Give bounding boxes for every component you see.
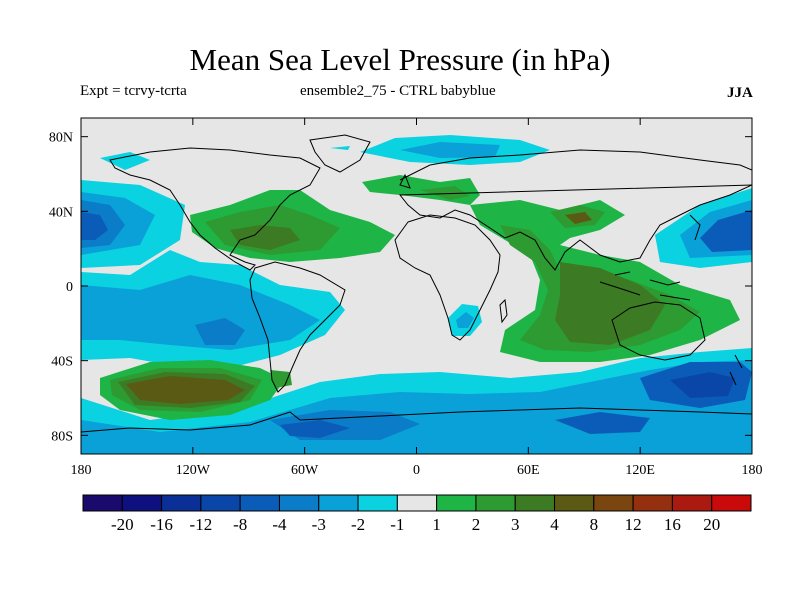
lat-tick-label: 40N (49, 205, 73, 220)
season-label: JJA (727, 85, 753, 101)
lon-tick-label: 60W (291, 463, 319, 478)
colorbar-swatch (711, 494, 752, 512)
coastline-uk (399, 173, 411, 189)
negative-anomaly-regions (81, 135, 752, 454)
anomaly-region-antarctic-west-deep (280, 420, 350, 438)
colorbar-label: 12 (625, 515, 642, 534)
coastline-antarctica (81, 407, 752, 433)
colorbar-swatch (593, 494, 634, 512)
anomaly-region-tibet-core (565, 212, 592, 224)
colorbar-swatch (475, 494, 516, 512)
positive-anomaly-regions (100, 175, 740, 420)
colorbar-swatch (671, 494, 713, 512)
anomaly-region-antarctic-deep (555, 412, 650, 434)
anomaly-region-southeast-pacific-deep (126, 376, 245, 404)
anomaly-region-north-pacific-deep (81, 212, 108, 240)
lon-tick-label: 60E (517, 463, 540, 478)
colorbar-label: 1 (432, 515, 441, 534)
anomaly-region-south-of-australia-core (670, 372, 735, 398)
colorbar-swatch (121, 494, 163, 512)
map-field (81, 118, 752, 454)
colorbar: -20 -16 -12 -8 -4 -3 -2 -1 1 2 3 4 8 12 16 20 (82, 494, 752, 534)
colorbar-label: 3 (511, 515, 520, 534)
coastline-japan (689, 214, 701, 241)
colorbar-label: -20 (111, 515, 134, 534)
colorbar-label: 4 (550, 515, 559, 534)
colorbar-label: 16 (664, 515, 681, 534)
colorbar-swatch (436, 494, 477, 512)
coastline-africa (394, 214, 501, 341)
colorbar-swatch (82, 494, 123, 512)
colorbar-swatch (396, 494, 438, 512)
colorbar-label: -1 (390, 515, 404, 534)
lat-tick-label: 40S (51, 355, 73, 370)
lat-tick-label: 80N (49, 131, 73, 146)
colorbar-label: 2 (472, 515, 481, 534)
colorbar-swatch (318, 494, 359, 512)
lon-tick-label: 120W (176, 463, 211, 478)
coastline-australia (611, 301, 706, 361)
colorbar-label: 20 (703, 515, 720, 534)
anomaly-region-nw-pacific-inner (700, 210, 752, 252)
plot-title: Mean Sea Level Pressure (in hPa) (189, 42, 611, 77)
anomaly-region-arctic-patch-west (100, 152, 150, 170)
coastline-indonesia (599, 271, 691, 301)
experiment-label: Expt = tcrvy-tcrta (80, 83, 187, 99)
colorbar-label: -4 (272, 515, 287, 534)
colorbar-swatch (200, 494, 241, 512)
colorbar-swatch (357, 494, 398, 512)
lat-tick-label: 80S (51, 429, 73, 444)
anomaly-region-north-atlantic-inner (230, 225, 300, 250)
coastline-south-america (249, 261, 346, 393)
colorbar-swatch (278, 494, 320, 512)
colorbar-label: -16 (150, 515, 173, 534)
lon-tick-label: 0 (413, 463, 420, 478)
longitude-axis: 180 120W 60W 0 60E 120E 180 (71, 118, 763, 478)
anomaly-region-south-america-patch (270, 370, 292, 388)
lon-tick-label: 180 (742, 463, 763, 478)
lon-tick-label: 180 (71, 463, 92, 478)
colorbar-label: 8 (590, 515, 599, 534)
coastline-greenland (309, 134, 371, 173)
colorbar-label: -12 (190, 515, 213, 534)
anomaly-region-southern-africa-core (456, 312, 474, 328)
coastline-north-america (109, 147, 321, 271)
colorbar-swatch (514, 494, 556, 512)
anomaly-region-south-pacific-core (81, 275, 320, 350)
coastline-madagascar (499, 298, 508, 324)
anomaly-region-arctic-patch-greenland (330, 146, 350, 150)
anomaly-region-eurasia-core (420, 186, 470, 200)
colorbar-swatch (554, 494, 595, 512)
anomaly-region-arctic-inner (400, 142, 500, 158)
coastlines (81, 134, 752, 433)
coastline-eurasia (398, 149, 752, 271)
colorbar-label: -8 (233, 515, 247, 534)
colorbar-swatch (632, 494, 673, 512)
latitude-axis: 80N 40N 0 40S 80S (49, 131, 752, 444)
colorbar-swatch (161, 494, 202, 512)
ensemble-label: ensemble2_75 - CTRL babyblue (300, 83, 496, 99)
anomaly-region-asia-inner (555, 262, 665, 345)
lat-tick-label: 0 (66, 280, 73, 295)
colorbar-label: -3 (312, 515, 326, 534)
colorbar-swatch (239, 494, 280, 512)
colorbar-label: -2 (351, 515, 365, 534)
lon-tick-label: 120E (625, 463, 655, 478)
coastline-new-zealand (729, 354, 743, 386)
anomaly-region-south-pacific-deep (195, 318, 245, 345)
